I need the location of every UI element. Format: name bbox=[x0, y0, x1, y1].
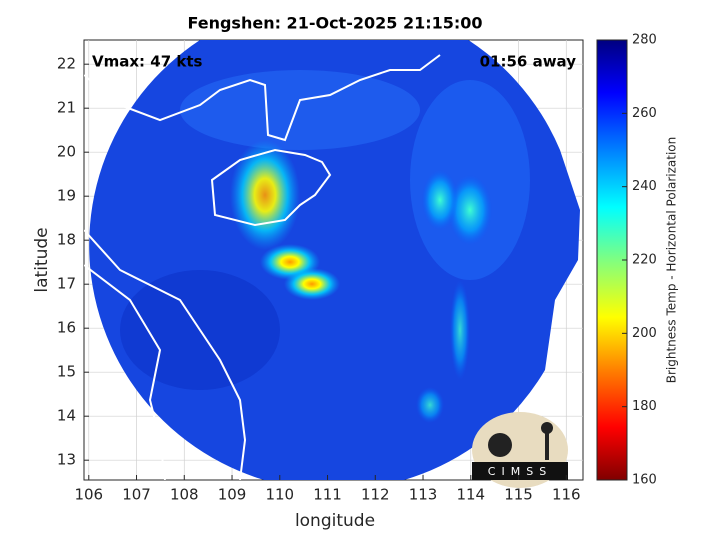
y-axis-label: latitude bbox=[32, 227, 52, 292]
annotation: 01:56 away bbox=[480, 53, 577, 71]
x-tick-label: 116 bbox=[552, 486, 581, 504]
y-tick-label: 14 bbox=[57, 407, 76, 425]
y-tick-label: 21 bbox=[57, 99, 76, 117]
logo: CIMSS bbox=[472, 412, 568, 488]
x-tick-label: 112 bbox=[361, 486, 390, 504]
y-tick-label: 15 bbox=[57, 363, 76, 381]
colorbar-tick-label: 240 bbox=[632, 179, 657, 194]
x-tick-label: 114 bbox=[456, 486, 485, 504]
colorbar-tick-label: 260 bbox=[632, 106, 657, 121]
colorbar-tick-label: 200 bbox=[632, 326, 657, 341]
x-tick-label: 109 bbox=[218, 486, 247, 504]
colorbar-tick-label: 280 bbox=[632, 33, 657, 48]
y-tick-label: 13 bbox=[57, 451, 76, 469]
x-tick-label: 111 bbox=[313, 486, 342, 504]
y-tick-label: 20 bbox=[57, 143, 76, 161]
x-tick-label: 110 bbox=[265, 486, 294, 504]
logo-text: CIMSS bbox=[488, 465, 552, 478]
colorbar-tick-label: 160 bbox=[632, 473, 657, 488]
y-tick-label: 16 bbox=[57, 319, 76, 337]
colorbar-tick-label: 220 bbox=[632, 253, 657, 268]
colorbar-tick-label: 180 bbox=[632, 399, 657, 414]
annotation: Vmax: 47 kts bbox=[92, 53, 202, 71]
x-tick-label: 115 bbox=[504, 486, 533, 504]
y-tick-label: 17 bbox=[57, 275, 76, 293]
y-tick-label: 19 bbox=[57, 187, 76, 205]
x-tick-label: 113 bbox=[409, 486, 438, 504]
x-axis-label: longitude bbox=[295, 511, 375, 531]
x-tick-label: 106 bbox=[74, 486, 103, 504]
x-tick-label: 108 bbox=[170, 486, 199, 504]
x-tick-label: 107 bbox=[122, 486, 151, 504]
chart-title: Fengshen: 21-Oct-2025 21:15:00 bbox=[187, 14, 482, 33]
colorbar-label: Brightness Temp - Horizontal Polarizatio… bbox=[665, 137, 679, 384]
y-tick-label: 22 bbox=[57, 55, 76, 73]
y-tick-label: 18 bbox=[57, 231, 76, 249]
satellite-swath bbox=[84, 40, 580, 480]
